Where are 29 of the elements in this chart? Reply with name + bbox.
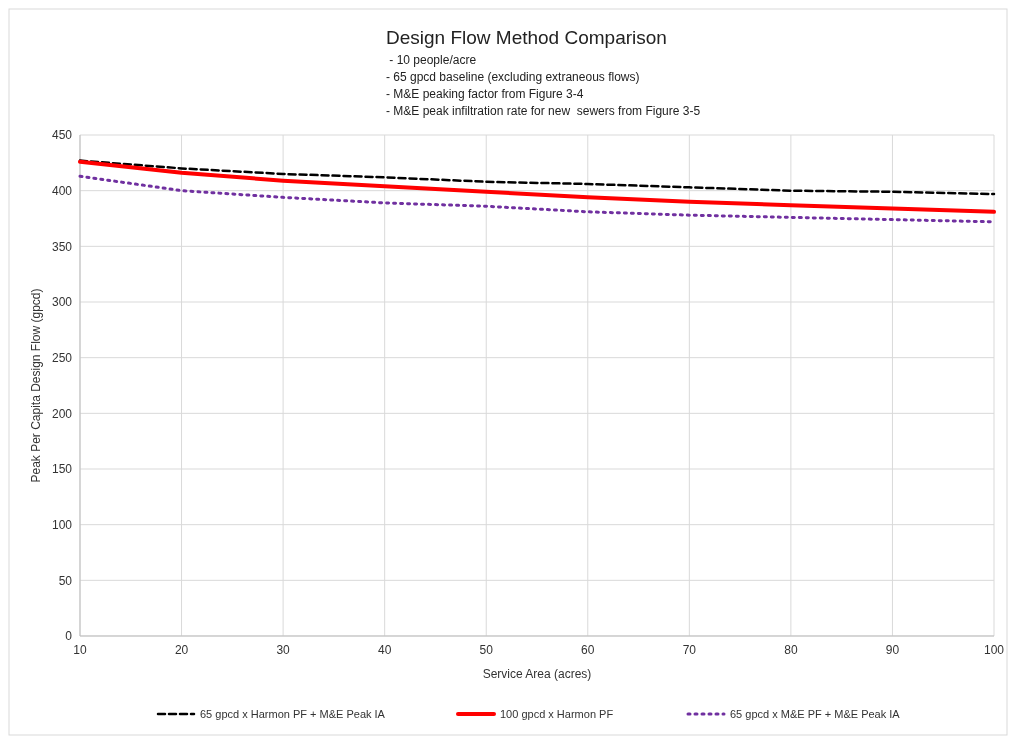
x-tick-label: 70 <box>682 643 697 657</box>
y-tick-label: 350 <box>51 239 73 254</box>
line-series <box>78 159 996 214</box>
x-tick-label: 90 <box>885 643 900 657</box>
y-tick-label: 150 <box>51 462 73 477</box>
y-tick-label: 400 <box>51 183 73 198</box>
y-tick-label: 450 <box>51 128 73 143</box>
x-tick-label: 30 <box>276 643 291 657</box>
x-tick-label: 60 <box>581 643 595 657</box>
y-tick-label: 300 <box>51 295 73 310</box>
x-axis-title: Service Area (acres) <box>482 667 592 681</box>
chart-subtitle: - 10 people/acre - 65 gpcd baseline (excluding extraneous flows) - M&E peaking factor from Figure 3-4 - M&E peak infiltration rate for new sewers from Figure 3-5 <box>386 53 701 118</box>
y-tick-label: 250 <box>51 350 73 365</box>
x-tick-label: 50 <box>479 643 494 657</box>
legend-label: 65 gpcd x Harmon PF + M&E Peak IA <box>200 707 386 720</box>
y-axis-title: Peak Per Capita Design Flow (gpcd) <box>29 288 43 483</box>
chart-title: Design Flow Method Comparison <box>386 27 667 48</box>
x-tick-label: 40 <box>377 643 392 657</box>
x-tick-label: 10 <box>73 643 87 657</box>
y-tick-label: 0 <box>65 629 73 644</box>
x-tick-label: 100 <box>983 643 1005 657</box>
legend-label: 65 gpcd x M&E PF + M&E Peak IA <box>730 707 901 720</box>
x-tick-label: 80 <box>784 643 798 657</box>
y-tick-label: 50 <box>58 573 73 588</box>
legend-label: 100 gpcd x Harmon PF <box>500 707 614 720</box>
y-tick-label: 100 <box>51 517 73 532</box>
line-series <box>78 159 996 196</box>
y-tick-label: 200 <box>51 406 73 421</box>
x-tick-label: 20 <box>174 643 189 657</box>
